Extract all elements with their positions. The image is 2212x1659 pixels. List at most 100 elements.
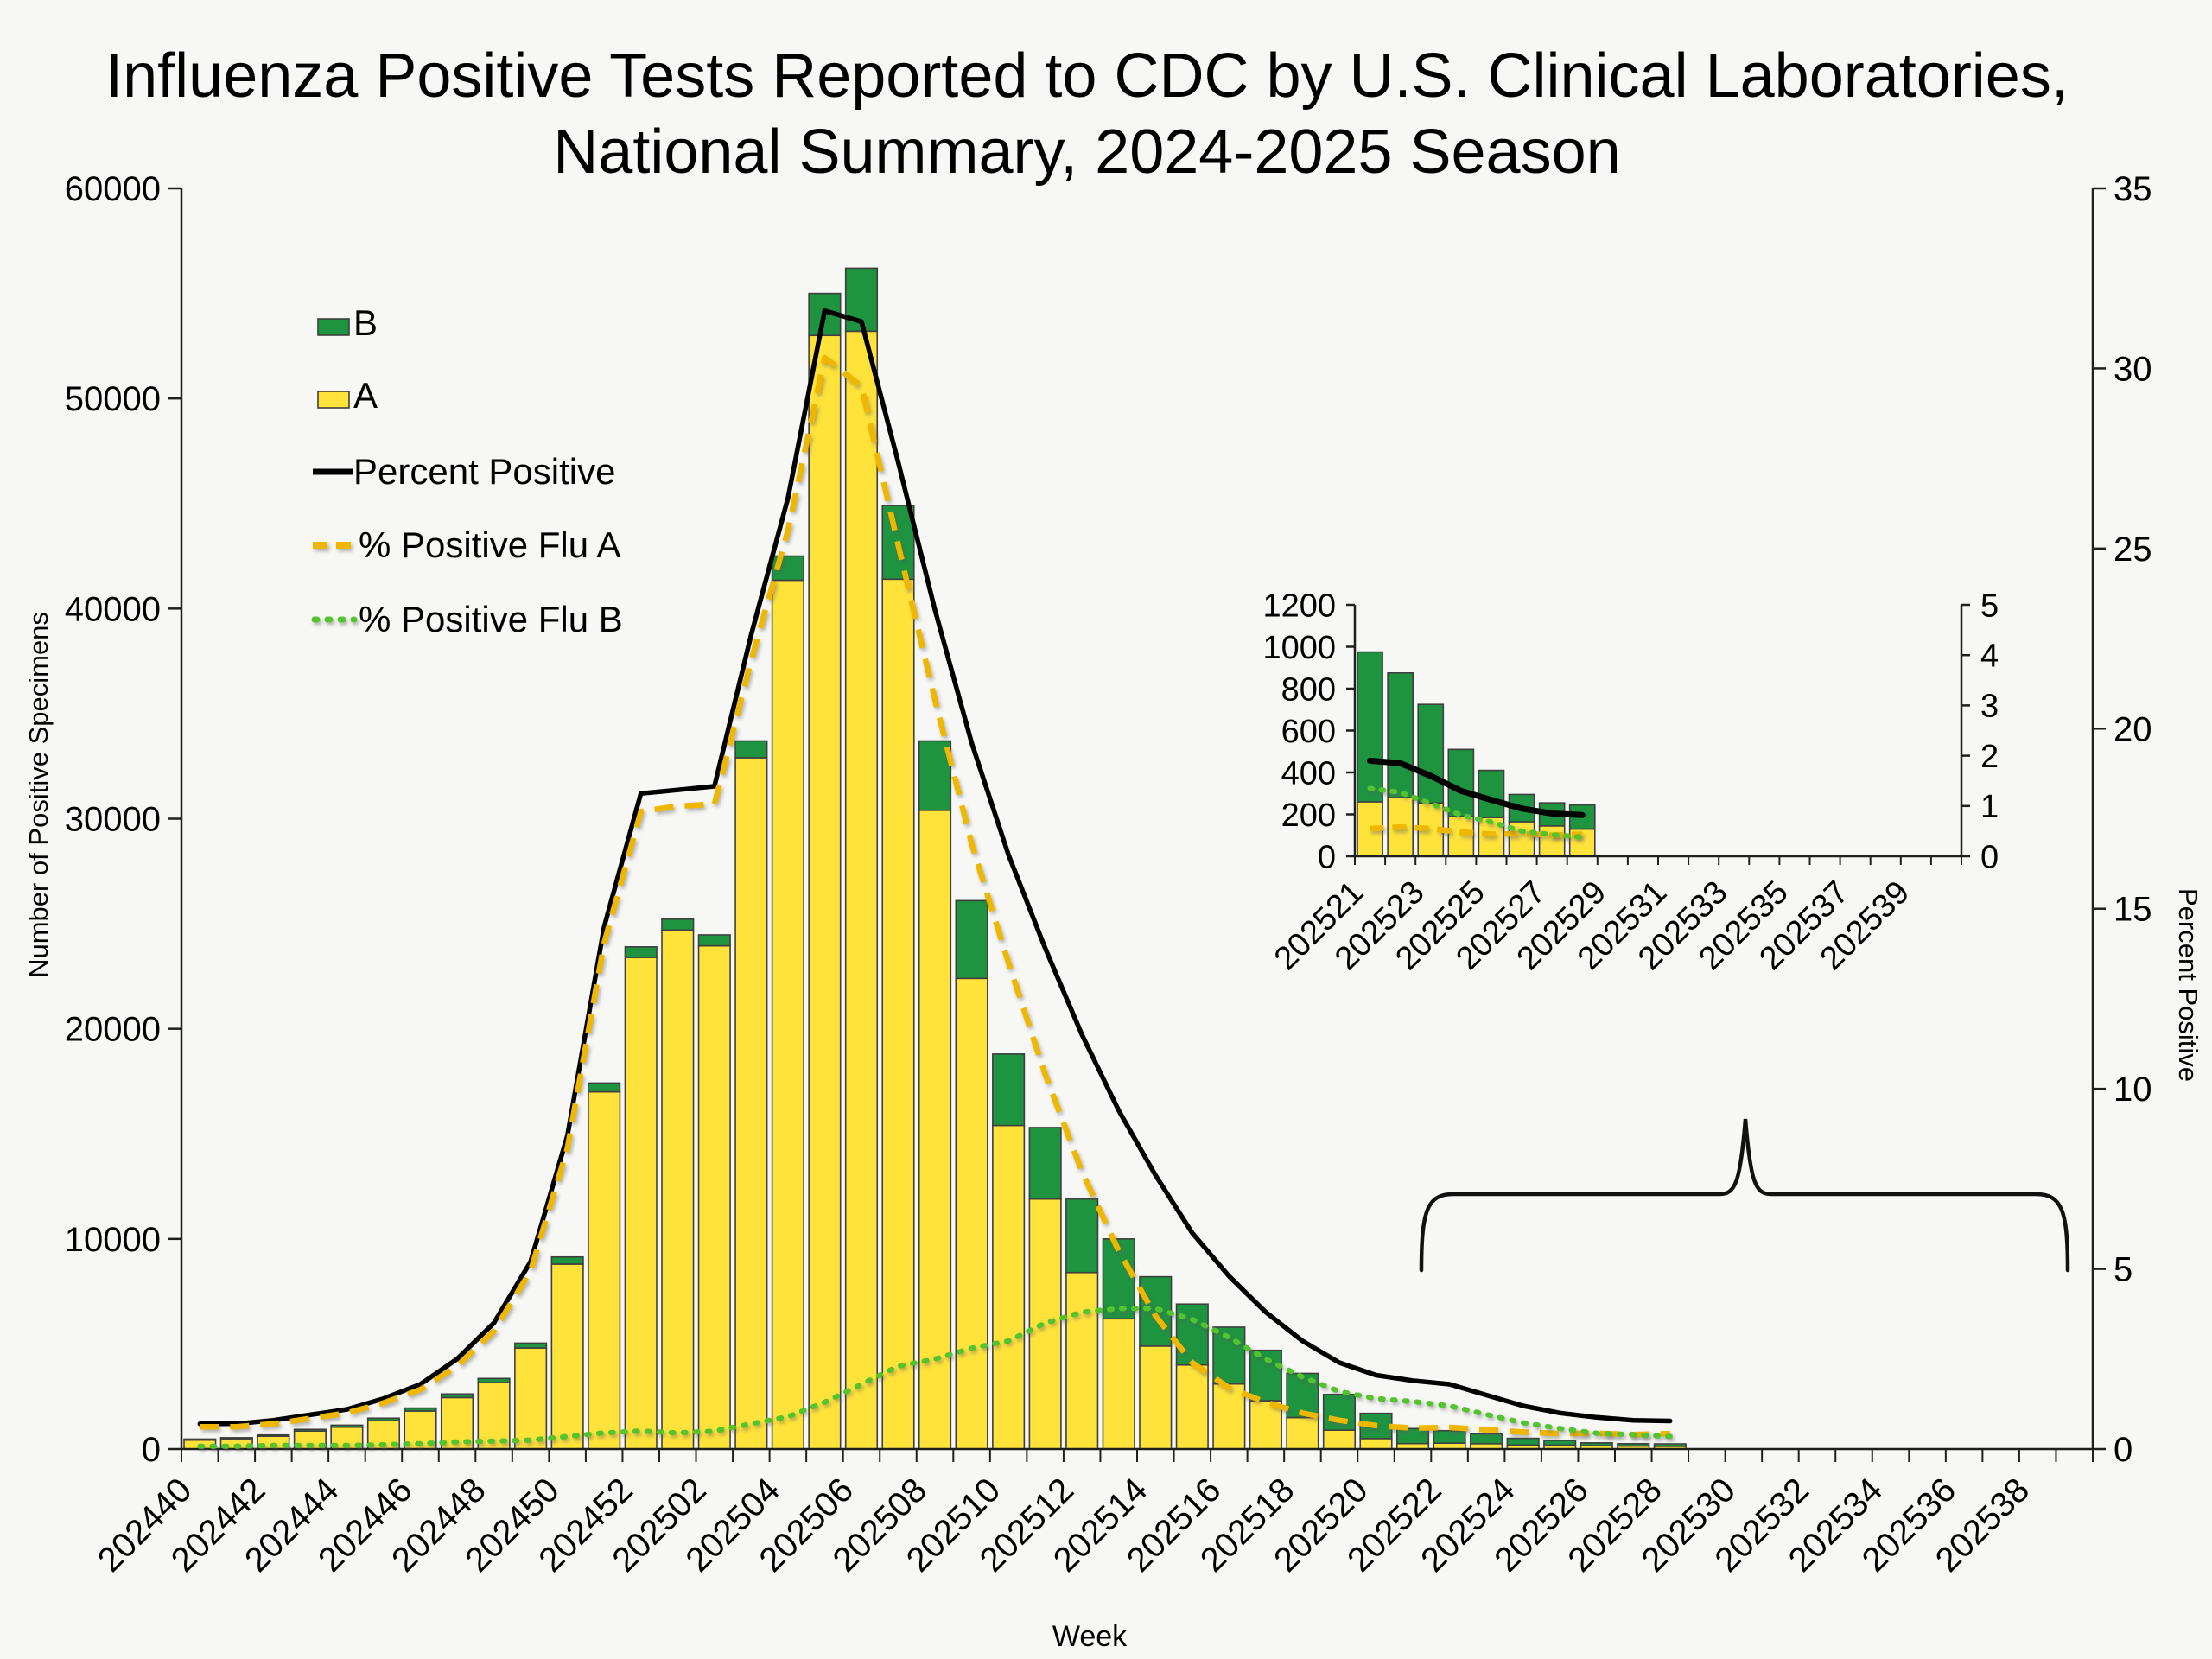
- flu-a-swatch-icon: [317, 391, 350, 409]
- bar-flu-a: [1359, 1438, 1393, 1450]
- bar-flu-a: [1028, 1198, 1062, 1450]
- bar-flu-b: [183, 1438, 217, 1441]
- y-right-tick-label: 35: [2113, 170, 2152, 208]
- y-left-tick-label: 50000: [65, 380, 161, 418]
- bar-flu-a: [550, 1263, 584, 1450]
- bar-flu-a: [771, 579, 804, 1450]
- bar-flu-b: [918, 740, 952, 811]
- y-right-tick-label: 0: [1980, 839, 1999, 875]
- bar-flu-a: [1447, 816, 1475, 857]
- bar-flu-b: [1028, 1127, 1062, 1200]
- bar-flu-a: [624, 957, 658, 1450]
- bar-flu-b: [1322, 1393, 1357, 1431]
- y-right-tick-label: 2: [1980, 739, 1999, 775]
- y-left-tick-label: 0: [142, 1431, 161, 1469]
- legend-item-b: B: [317, 302, 378, 343]
- bar-flu-b: [1065, 1198, 1099, 1274]
- y-right-tick-label: 1: [1980, 789, 1999, 825]
- bar-flu-b: [661, 918, 695, 931]
- legend-label-pct-flu-b: % Positive Flu B: [359, 599, 623, 639]
- bar-flu-b: [1417, 703, 1445, 804]
- y-left-tick-label: 0: [1318, 839, 1336, 875]
- bar-flu-b: [1139, 1275, 1173, 1347]
- legend-label-percent-positive: Percent Positive: [353, 451, 615, 492]
- bar-flu-b: [1506, 1437, 1540, 1446]
- y-left-tick-label: 30000: [65, 801, 161, 839]
- y-right-tick-label: 0: [2113, 1431, 2133, 1469]
- bar-flu-a: [514, 1347, 548, 1450]
- bar-flu-a: [477, 1382, 511, 1450]
- bar-flu-b: [1447, 748, 1475, 817]
- chart-title-line1: Influenza Positive Tests Reported to CDC…: [105, 41, 2069, 111]
- y-right-tick-label: 15: [2113, 891, 2152, 929]
- legend-label-pct-flu-a: % Positive Flu A: [359, 524, 620, 565]
- legend-item-percent-positive: Percent Positive: [313, 451, 615, 492]
- y-right-tick-label: 5: [2113, 1251, 2133, 1289]
- y-left-tick-label: 200: [1281, 798, 1336, 834]
- bar-flu-a: [1139, 1345, 1173, 1450]
- bar-flu-b: [1357, 651, 1383, 803]
- pct-flu-a-line: [200, 354, 1670, 1438]
- bar-flu-a: [1249, 1400, 1282, 1450]
- chart-title-line2: National Summary, 2024-2025 Season: [553, 118, 1620, 187]
- bar-flu-b: [1543, 1440, 1577, 1446]
- bar-flu-b: [1478, 769, 1505, 818]
- y-left-tick-label: 20000: [65, 1011, 161, 1049]
- bar-flu-b: [1433, 1429, 1466, 1444]
- bar-flu-b: [624, 946, 658, 958]
- bar-flu-b: [550, 1255, 584, 1265]
- legend-item-a: A: [317, 375, 378, 416]
- pct-flu-b-line: [197, 1306, 1673, 1449]
- pct-flu-b-line: [1367, 785, 1586, 840]
- bar-flu-b: [1617, 1442, 1650, 1447]
- bar-flu-b: [1102, 1238, 1135, 1320]
- bar-flu-b: [992, 1053, 1026, 1127]
- x-axis-title: Week: [1052, 1620, 1128, 1653]
- y-right-tick-label: 25: [2113, 531, 2152, 569]
- bar-flu-a: [1065, 1271, 1099, 1450]
- y-right-tick-label: 30: [2113, 350, 2152, 388]
- bar-flu-a: [992, 1124, 1026, 1450]
- bar-flu-a: [844, 330, 879, 1450]
- y-right-tick-label: 5: [1980, 588, 1999, 624]
- bar-flu-a: [1322, 1429, 1357, 1450]
- bar-flu-a: [1102, 1318, 1135, 1450]
- y-right-tick-label: 20: [2113, 710, 2152, 748]
- bar-flu-a: [588, 1090, 621, 1450]
- y-left-tick-label: 10000: [65, 1221, 161, 1259]
- bar-flu-b: [404, 1407, 437, 1412]
- bar-flu-a: [881, 578, 915, 1450]
- pct-flu-a-line: [1370, 823, 1583, 838]
- bar-flu-b: [366, 1417, 401, 1421]
- bar-flu-a: [1286, 1416, 1319, 1450]
- bar-flu-a: [1538, 825, 1566, 857]
- bar-flu-a: [808, 334, 842, 1450]
- inset-chart: 0200400600800100012000123452025212025232…: [1262, 588, 1999, 977]
- bar-flu-b: [1175, 1303, 1209, 1366]
- bar-flu-b: [1470, 1433, 1503, 1445]
- bar-flu-b: [697, 934, 731, 947]
- main-chart: 0100002000030000400005000060000051015202…: [65, 170, 2152, 1580]
- legend-label-b: B: [353, 302, 378, 343]
- bar-flu-a: [955, 977, 988, 1450]
- bar-flu-b: [734, 740, 768, 759]
- bar-flu-b: [588, 1082, 621, 1093]
- bar-flu-a: [918, 809, 952, 1450]
- bar-flu-a: [1212, 1382, 1246, 1450]
- bar-flu-b: [257, 1433, 290, 1437]
- bar-flu-b: [1653, 1443, 1687, 1447]
- y-left-tick-label: 400: [1281, 755, 1336, 791]
- y-left-tick-label: 60000: [65, 170, 161, 208]
- bar-flu-b: [1387, 672, 1414, 798]
- bar-flu-a: [734, 757, 768, 1450]
- bar-flu-b: [955, 899, 988, 980]
- bar-flu-b: [477, 1377, 511, 1383]
- y-left-tick-label: 800: [1281, 671, 1336, 708]
- left-axis-title: Number of Positive Specimens: [23, 612, 54, 978]
- y-right-tick-label: 4: [1980, 639, 1999, 675]
- bar-flu-b: [1580, 1442, 1613, 1446]
- bar-flu-a: [1175, 1363, 1209, 1450]
- bar-flu-b: [440, 1393, 474, 1399]
- bar-flu-b: [293, 1428, 327, 1433]
